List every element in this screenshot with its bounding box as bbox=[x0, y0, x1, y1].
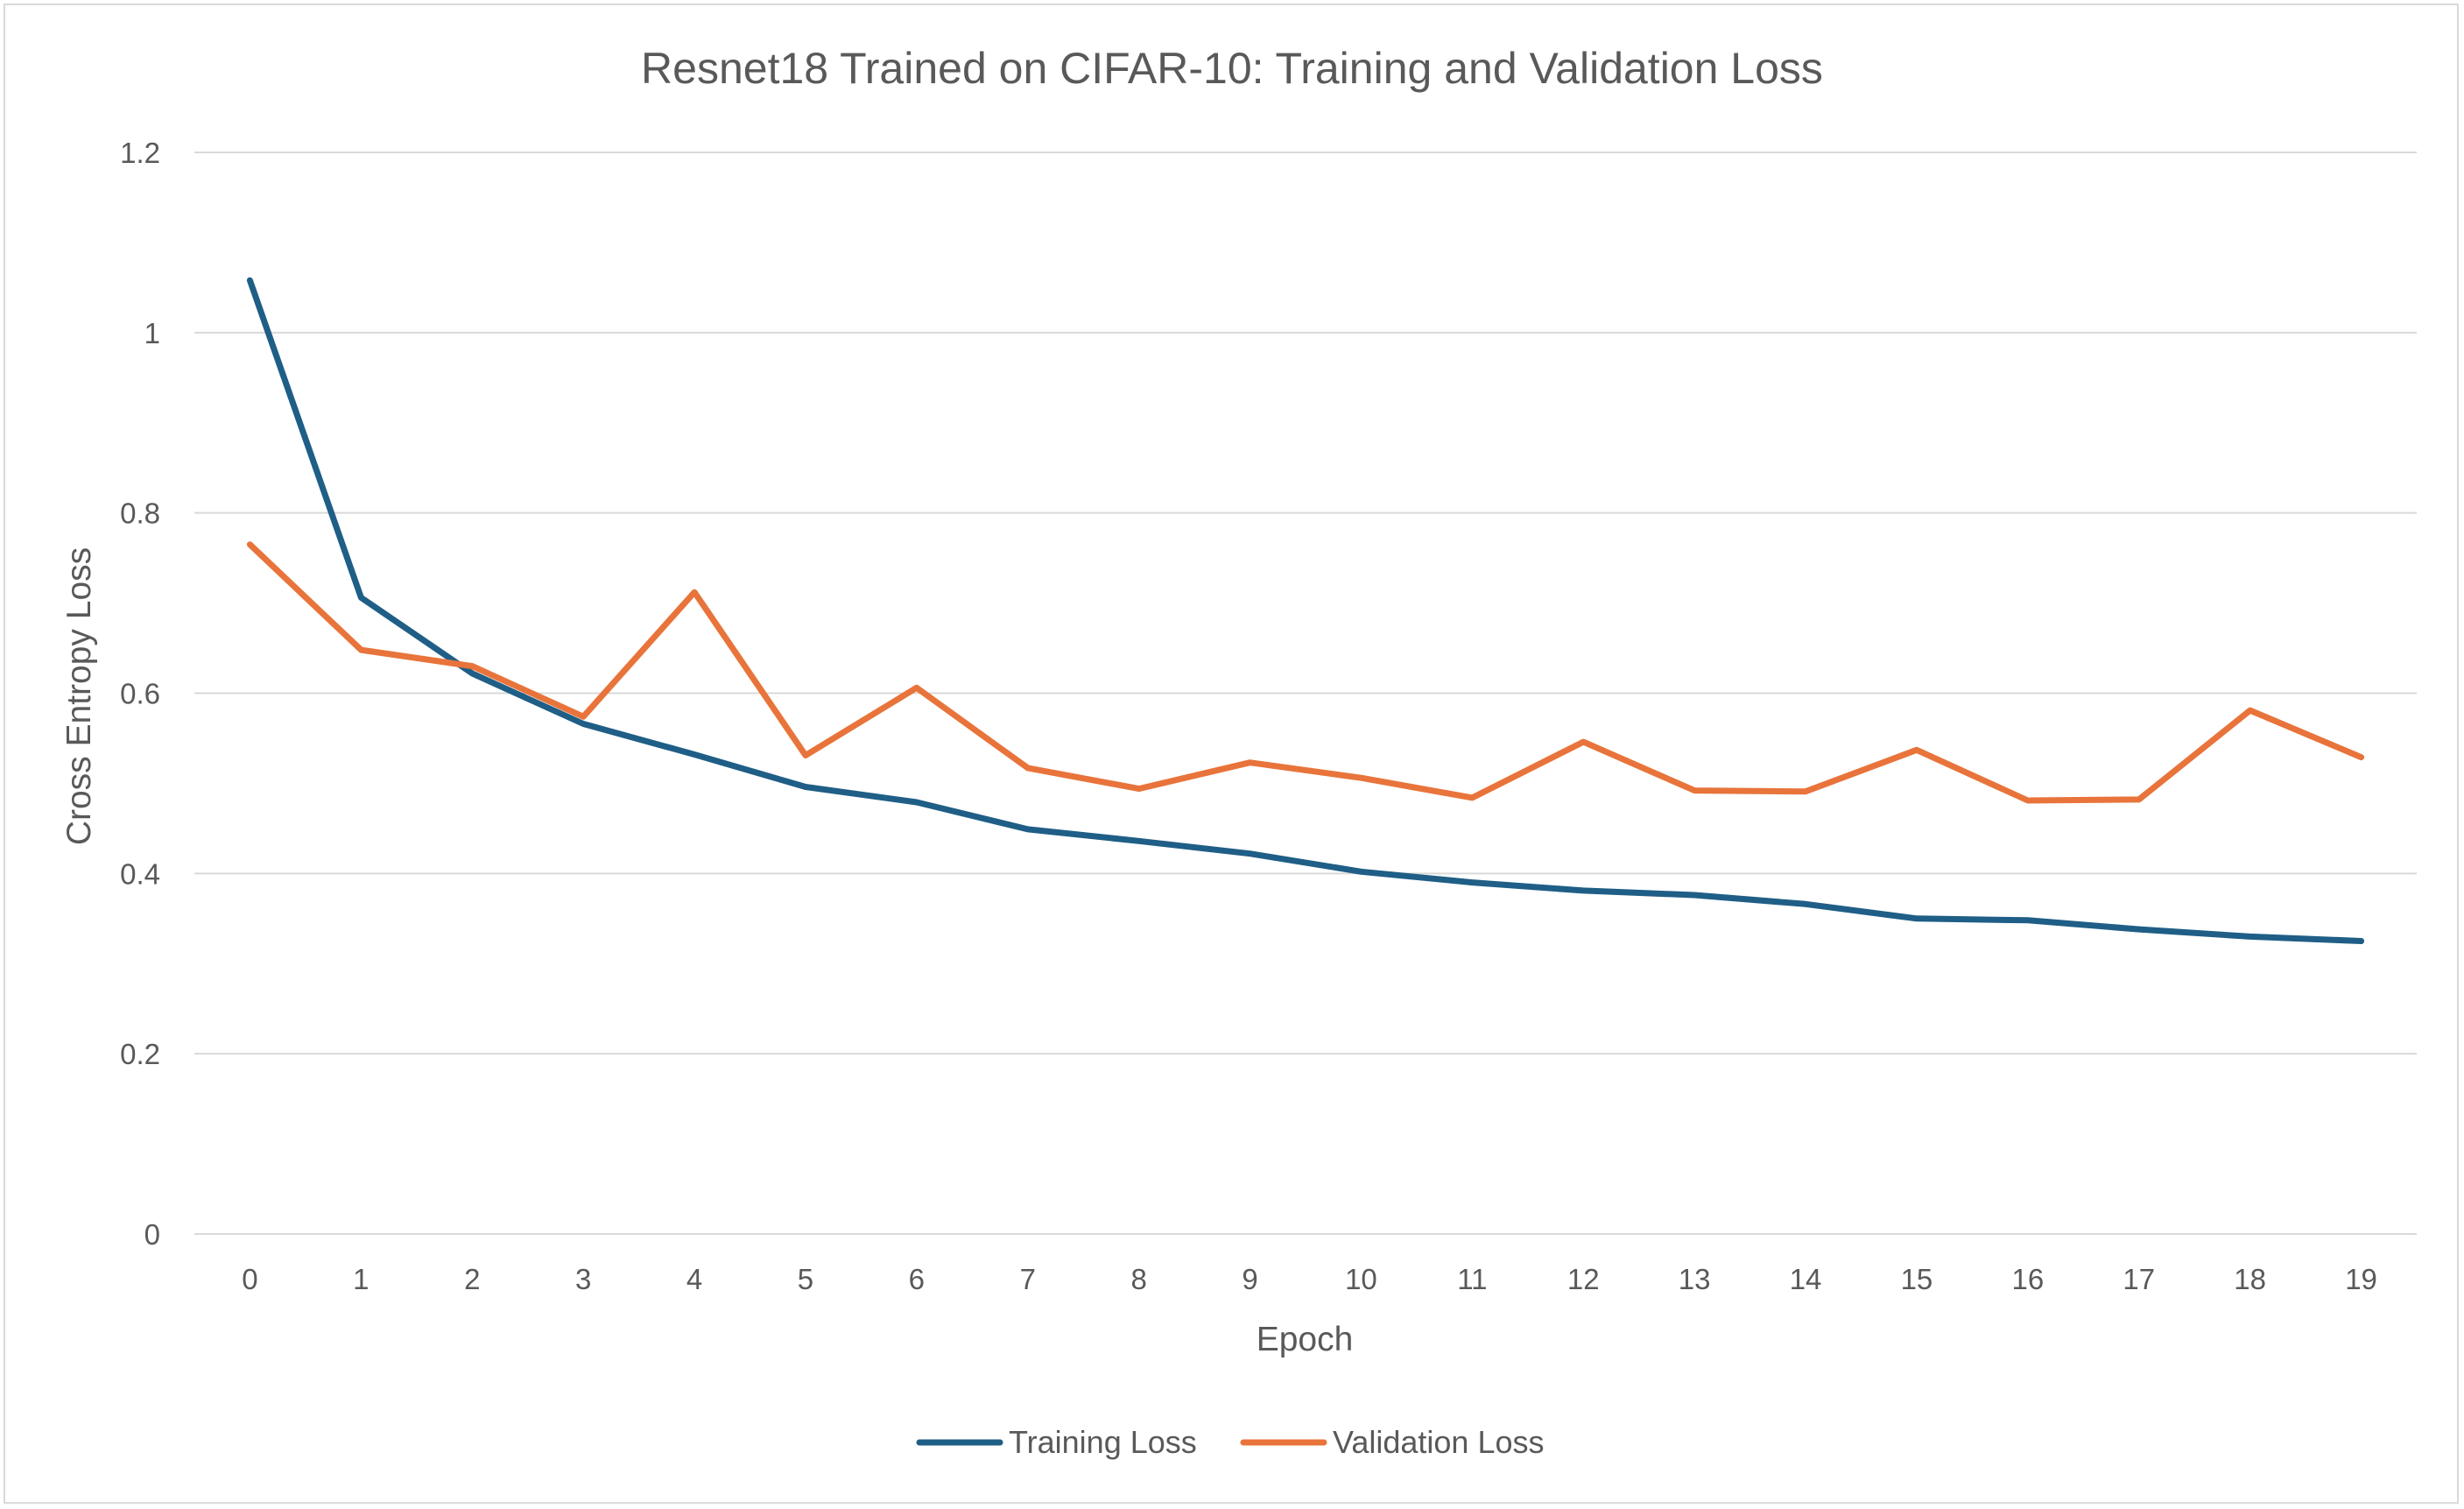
data-point-0 bbox=[1138, 840, 1140, 842]
data-point-1 bbox=[1027, 767, 1029, 769]
x-tick-label: 7 bbox=[1020, 1263, 1036, 1295]
x-tick-label: 18 bbox=[2234, 1263, 2266, 1295]
y-tick-label: 0.4 bbox=[120, 857, 160, 890]
y-axis-ticks: 0 0.2 0.4 0.6 0.8 1 1.2 bbox=[120, 137, 160, 1251]
data-point-1 bbox=[805, 755, 806, 757]
y-tick-label: 0.8 bbox=[120, 497, 160, 530]
data-point-0 bbox=[360, 596, 362, 598]
x-tick-label: 19 bbox=[2345, 1263, 2377, 1295]
series-line-1 bbox=[246, 541, 2365, 804]
data-point-1 bbox=[1138, 788, 1140, 790]
x-axis-label: Epoch bbox=[1257, 1321, 1354, 1358]
data-point-0 bbox=[1916, 918, 1918, 920]
x-tick-label: 9 bbox=[1242, 1263, 1257, 1295]
x-tick-label: 6 bbox=[909, 1263, 925, 1295]
x-tick-label: 4 bbox=[686, 1263, 702, 1295]
x-axis-ticks: 0 1 2 3 4 5 6 7 8 9 10 11 12 13 14 15 16 17 18 19 bbox=[242, 1263, 2377, 1295]
data-point-0 bbox=[1582, 890, 1584, 892]
data-point-1 bbox=[2138, 799, 2140, 800]
x-tick-label: 10 bbox=[1345, 1263, 1377, 1295]
series-lines bbox=[246, 277, 2365, 944]
chart-title: Resnet18 Trained on CIFAR-10: Training a… bbox=[641, 44, 1823, 93]
data-point-1 bbox=[1582, 741, 1584, 743]
chart-frame bbox=[4, 4, 2459, 1504]
y-tick-label: 0.2 bbox=[120, 1038, 160, 1070]
y-tick-label: 0.6 bbox=[120, 678, 160, 710]
data-point-0 bbox=[805, 786, 806, 788]
data-point-1 bbox=[1360, 777, 1362, 779]
data-point-0 bbox=[1471, 882, 1473, 884]
series-line-0 bbox=[246, 277, 2365, 944]
data-point-1 bbox=[693, 591, 695, 593]
x-tick-label: 1 bbox=[353, 1263, 369, 1295]
data-point-1 bbox=[1693, 790, 1695, 792]
legend-label-0: Training Loss bbox=[1009, 1424, 1197, 1460]
legend: Training Loss Validation Loss bbox=[916, 1424, 1545, 1460]
data-point-1 bbox=[1471, 797, 1473, 799]
x-tick-label: 15 bbox=[1901, 1263, 1933, 1295]
x-tick-label: 0 bbox=[242, 1263, 257, 1295]
x-tick-label: 3 bbox=[575, 1263, 591, 1295]
x-tick-label: 5 bbox=[798, 1263, 813, 1295]
data-point-1 bbox=[2249, 709, 2251, 711]
x-tick-label: 17 bbox=[2123, 1263, 2155, 1295]
x-tick-label: 14 bbox=[1790, 1263, 1822, 1295]
x-tick-label: 2 bbox=[464, 1263, 480, 1295]
x-tick-label: 11 bbox=[1457, 1263, 1487, 1295]
data-point-0 bbox=[916, 801, 918, 803]
x-tick-label: 12 bbox=[1567, 1263, 1600, 1295]
x-tick-label: 13 bbox=[1679, 1263, 1711, 1295]
gridlines bbox=[194, 152, 2417, 1235]
data-point-1 bbox=[2361, 757, 2362, 758]
x-tick-label: 8 bbox=[1130, 1263, 1146, 1295]
x-tick-label: 16 bbox=[2011, 1263, 2044, 1295]
y-tick-label: 1 bbox=[144, 317, 160, 349]
data-point-0 bbox=[1360, 871, 1362, 872]
data-point-1 bbox=[582, 716, 584, 717]
data-point-0 bbox=[2249, 935, 2251, 937]
y-tick-label: 1.2 bbox=[120, 137, 160, 169]
y-tick-label: 0 bbox=[144, 1218, 160, 1251]
data-point-1 bbox=[1916, 749, 1918, 751]
data-point-0 bbox=[582, 723, 584, 724]
data-point-0 bbox=[2138, 928, 2140, 930]
data-point-0 bbox=[693, 753, 695, 755]
data-point-0 bbox=[1693, 894, 1695, 896]
data-point-1 bbox=[360, 649, 362, 651]
y-axis-label: Cross Entropy Loss bbox=[60, 547, 98, 845]
legend-label-1: Validation Loss bbox=[1333, 1424, 1545, 1460]
